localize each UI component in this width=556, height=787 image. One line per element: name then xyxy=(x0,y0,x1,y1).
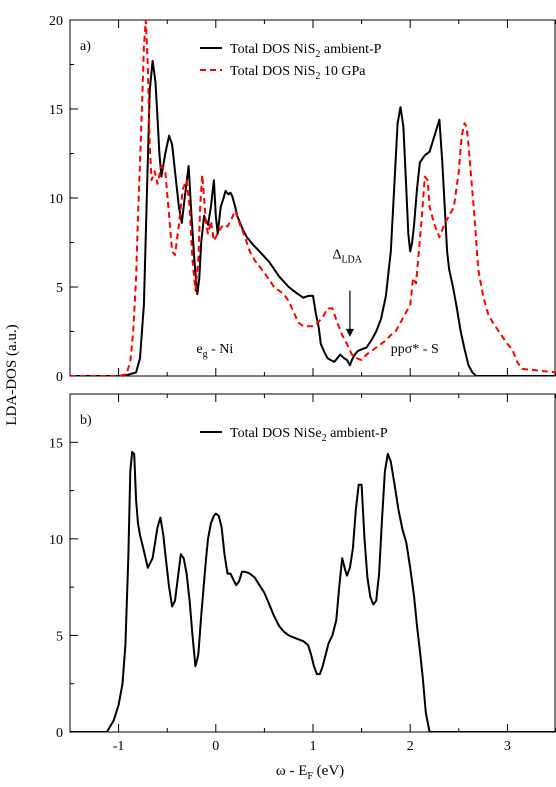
series-line-1 xyxy=(70,59,556,376)
plot-frame xyxy=(69,393,556,733)
legend-label-main: Total DOS NiS xyxy=(230,64,315,79)
x-tick-label: -1 xyxy=(113,739,125,754)
legend-label-rest: ambient-P xyxy=(320,42,381,57)
y-tick-label: 5 xyxy=(56,281,63,296)
annotation-label: ΔLDA xyxy=(332,248,362,266)
legend: Total DOS NiSe2 ambient-P xyxy=(200,426,388,444)
y-tick-label: 0 xyxy=(56,726,63,741)
x-axis-label-main: ω - E xyxy=(276,763,308,779)
y-tick-label: 5 xyxy=(56,629,63,644)
legend-label-main: Total DOS NiSe xyxy=(230,426,322,441)
x-ticks xyxy=(69,20,556,376)
x-axis-label-unit: (eV) xyxy=(313,763,344,779)
x-axis-label: ω - EF (eV) xyxy=(276,763,344,782)
x-ticks: -1 0 1 2 3 xyxy=(69,394,556,754)
legend-label-rest: 10 GPa xyxy=(320,64,366,79)
x-tick-label: 2 xyxy=(407,739,414,754)
y-tick-label: 10 xyxy=(49,533,63,548)
y-axis-label: LDA-DOS (a.u.) xyxy=(4,324,20,425)
series-group xyxy=(70,450,556,732)
series-group xyxy=(70,20,556,376)
legend-label: Total DOS NiS2 10 GPa xyxy=(230,64,366,82)
x-axis-label-sub: F xyxy=(307,771,313,782)
legend-label: Total DOS NiSe2 ambient-P xyxy=(230,426,388,444)
panel-label: a) xyxy=(80,39,91,54)
annotation-sub: LDA xyxy=(341,255,362,266)
x-tick-label: 0 xyxy=(212,739,219,754)
legend-label: Total DOS NiS2 ambient-P xyxy=(230,42,382,60)
annotation-main: Δ xyxy=(332,248,341,263)
annotation-label: ppσ* - S xyxy=(391,342,439,357)
legend-label-main: Total DOS NiS xyxy=(230,42,315,57)
y-tick-label: 15 xyxy=(49,436,63,451)
annotation-main: e xyxy=(196,342,202,357)
annotation-sub: g xyxy=(203,349,208,360)
annotation-main: ppσ* - S xyxy=(391,342,439,357)
series-line-1 xyxy=(70,450,556,732)
y-tick-label: 10 xyxy=(49,192,63,207)
legend-label-sub: 2 xyxy=(315,49,320,60)
series-line-2 xyxy=(70,20,556,376)
y-tick-label: 20 xyxy=(49,14,63,29)
x-tick-label: 1 xyxy=(310,739,317,754)
y-tick-label: 0 xyxy=(56,370,63,385)
y-ticks: 0 5 10 15 xyxy=(49,393,78,741)
y-tick-label: 15 xyxy=(49,103,63,118)
arrow-head xyxy=(345,328,354,337)
annotations: eg - Ni ppσ* - S ΔLDA xyxy=(196,248,438,360)
legend-label-sub: 2 xyxy=(322,433,327,444)
annotation-rest: - Ni xyxy=(208,342,234,357)
y-ticks: 0 5 10 15 20 xyxy=(49,14,78,385)
panel-label: b) xyxy=(80,413,92,428)
legend-label-sub: 2 xyxy=(315,71,320,82)
annotation-label: eg - Ni xyxy=(196,342,233,360)
legend-label-rest: ambient-P xyxy=(327,426,388,441)
x-tick-label: 3 xyxy=(504,739,511,754)
